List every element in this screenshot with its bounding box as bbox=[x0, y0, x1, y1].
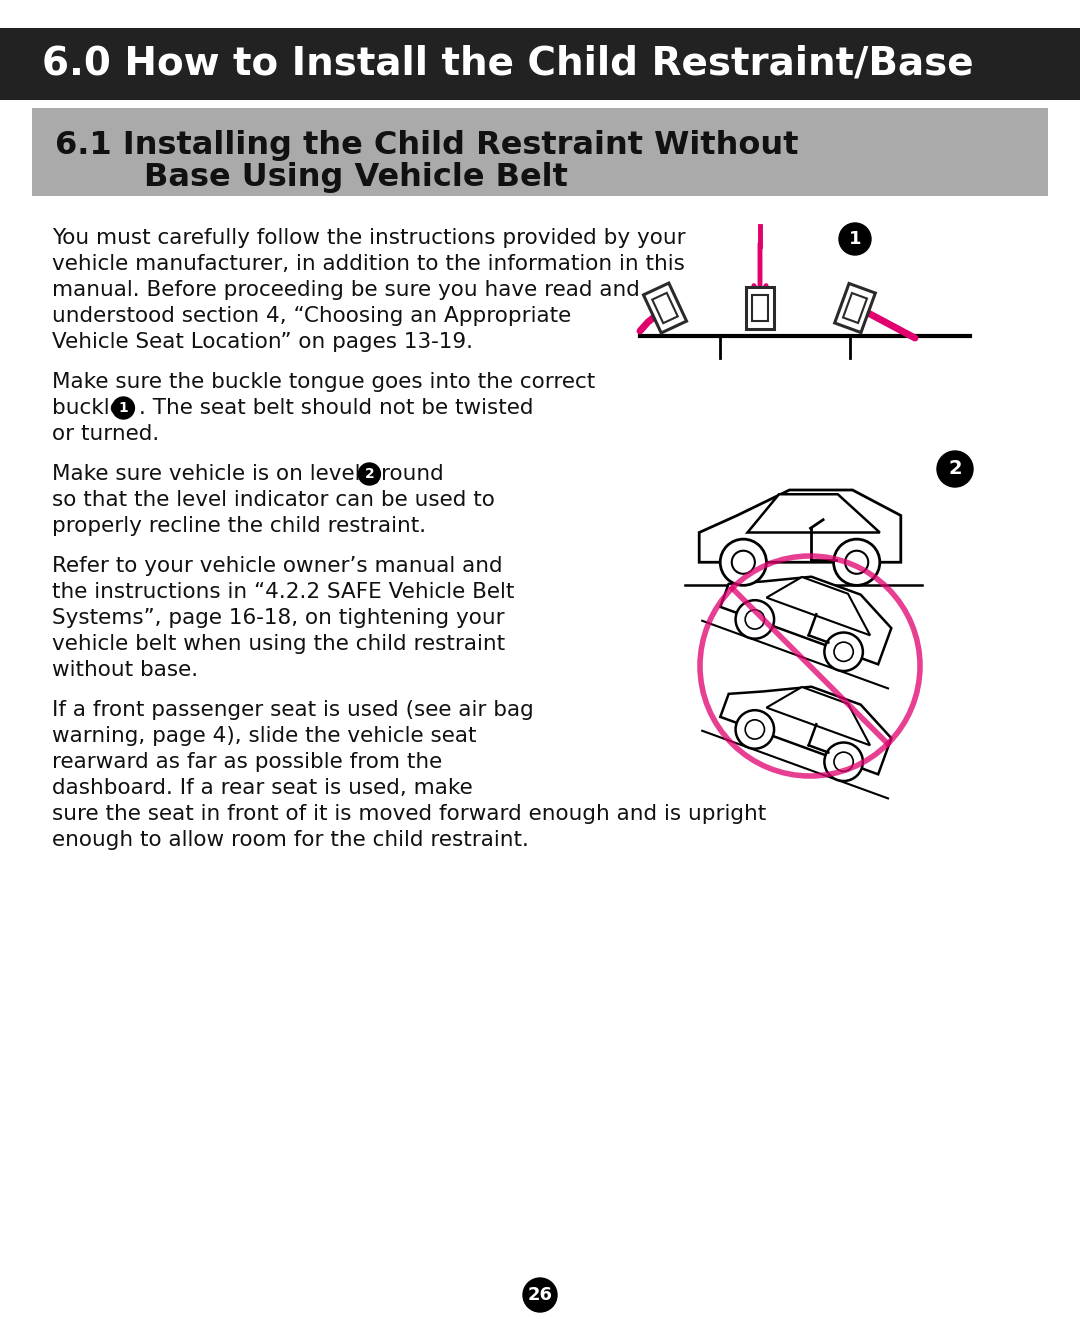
Text: Systems”, page 16-18, on tightening your: Systems”, page 16-18, on tightening your bbox=[52, 608, 504, 628]
Text: 1: 1 bbox=[119, 402, 129, 415]
Polygon shape bbox=[752, 295, 768, 321]
Circle shape bbox=[523, 1278, 557, 1313]
Text: buckle: buckle bbox=[52, 398, 130, 418]
Circle shape bbox=[735, 710, 774, 748]
Polygon shape bbox=[767, 687, 870, 746]
Polygon shape bbox=[767, 578, 870, 635]
Text: . The seat belt should not be twisted: . The seat belt should not be twisted bbox=[139, 398, 534, 418]
Text: warning, page 4), slide the vehicle seat: warning, page 4), slide the vehicle seat bbox=[52, 726, 476, 746]
Circle shape bbox=[824, 743, 863, 780]
Polygon shape bbox=[843, 293, 867, 323]
Circle shape bbox=[732, 551, 755, 574]
Polygon shape bbox=[699, 490, 901, 562]
Text: Vehicle Seat Location” on pages 13-19.: Vehicle Seat Location” on pages 13-19. bbox=[52, 332, 473, 352]
Text: enough to allow room for the child restraint.: enough to allow room for the child restr… bbox=[52, 830, 529, 850]
Circle shape bbox=[112, 398, 134, 419]
FancyBboxPatch shape bbox=[0, 28, 1080, 100]
Text: so that the level indicator can be used to: so that the level indicator can be used … bbox=[52, 490, 495, 510]
Text: Make sure the buckle tongue goes into the correct: Make sure the buckle tongue goes into th… bbox=[52, 372, 595, 392]
Text: without base.: without base. bbox=[52, 660, 198, 680]
Polygon shape bbox=[720, 576, 891, 664]
Text: 2: 2 bbox=[948, 459, 962, 479]
Circle shape bbox=[937, 451, 973, 487]
Text: rearward as far as possible from the: rearward as far as possible from the bbox=[52, 752, 442, 772]
Polygon shape bbox=[747, 495, 880, 532]
Text: vehicle belt when using the child restraint: vehicle belt when using the child restra… bbox=[52, 634, 505, 654]
Text: You must carefully follow the instructions provided by your: You must carefully follow the instructio… bbox=[52, 228, 686, 248]
Text: dashboard. If a rear seat is used, make: dashboard. If a rear seat is used, make bbox=[52, 778, 473, 798]
Text: understood section 4, “Choosing an Appropriate: understood section 4, “Choosing an Appro… bbox=[52, 305, 571, 325]
Text: the instructions in “4.2.2 SAFE Vehicle Belt: the instructions in “4.2.2 SAFE Vehicle … bbox=[52, 582, 514, 602]
Circle shape bbox=[735, 600, 774, 639]
Text: properly recline the child restraint.: properly recline the child restraint. bbox=[52, 516, 427, 536]
Circle shape bbox=[359, 463, 380, 486]
Circle shape bbox=[834, 752, 853, 771]
Polygon shape bbox=[652, 293, 678, 323]
Polygon shape bbox=[746, 287, 774, 329]
Polygon shape bbox=[835, 284, 875, 332]
Text: Make sure vehicle is on level ground: Make sure vehicle is on level ground bbox=[52, 464, 450, 484]
Circle shape bbox=[846, 551, 868, 574]
Circle shape bbox=[834, 539, 880, 586]
Text: Refer to your vehicle owner’s manual and: Refer to your vehicle owner’s manual and bbox=[52, 556, 502, 576]
Polygon shape bbox=[720, 687, 891, 774]
FancyBboxPatch shape bbox=[32, 108, 1048, 196]
Text: 26: 26 bbox=[527, 1286, 553, 1305]
Circle shape bbox=[745, 610, 765, 630]
Circle shape bbox=[745, 720, 765, 739]
Circle shape bbox=[839, 223, 870, 255]
Text: 2: 2 bbox=[365, 467, 375, 482]
Circle shape bbox=[834, 642, 853, 662]
Text: Base Using Vehicle Belt: Base Using Vehicle Belt bbox=[55, 161, 568, 193]
Text: If a front passenger seat is used (see air bag: If a front passenger seat is used (see a… bbox=[52, 700, 534, 720]
Text: vehicle manufacturer, in addition to the information in this: vehicle manufacturer, in addition to the… bbox=[52, 253, 685, 273]
Text: 6.0 How to Install the Child Restraint/Base: 6.0 How to Install the Child Restraint/B… bbox=[42, 45, 974, 83]
Text: manual. Before proceeding be sure you have read and: manual. Before proceeding be sure you ha… bbox=[52, 280, 639, 300]
Polygon shape bbox=[644, 283, 687, 334]
Circle shape bbox=[824, 632, 863, 671]
Text: sure the seat in front of it is moved forward enough and is upright: sure the seat in front of it is moved fo… bbox=[52, 804, 766, 824]
Text: 1: 1 bbox=[849, 229, 861, 248]
Text: 6.1 Installing the Child Restraint Without: 6.1 Installing the Child Restraint Witho… bbox=[55, 129, 798, 161]
Circle shape bbox=[720, 539, 767, 586]
Text: or turned.: or turned. bbox=[52, 424, 159, 444]
